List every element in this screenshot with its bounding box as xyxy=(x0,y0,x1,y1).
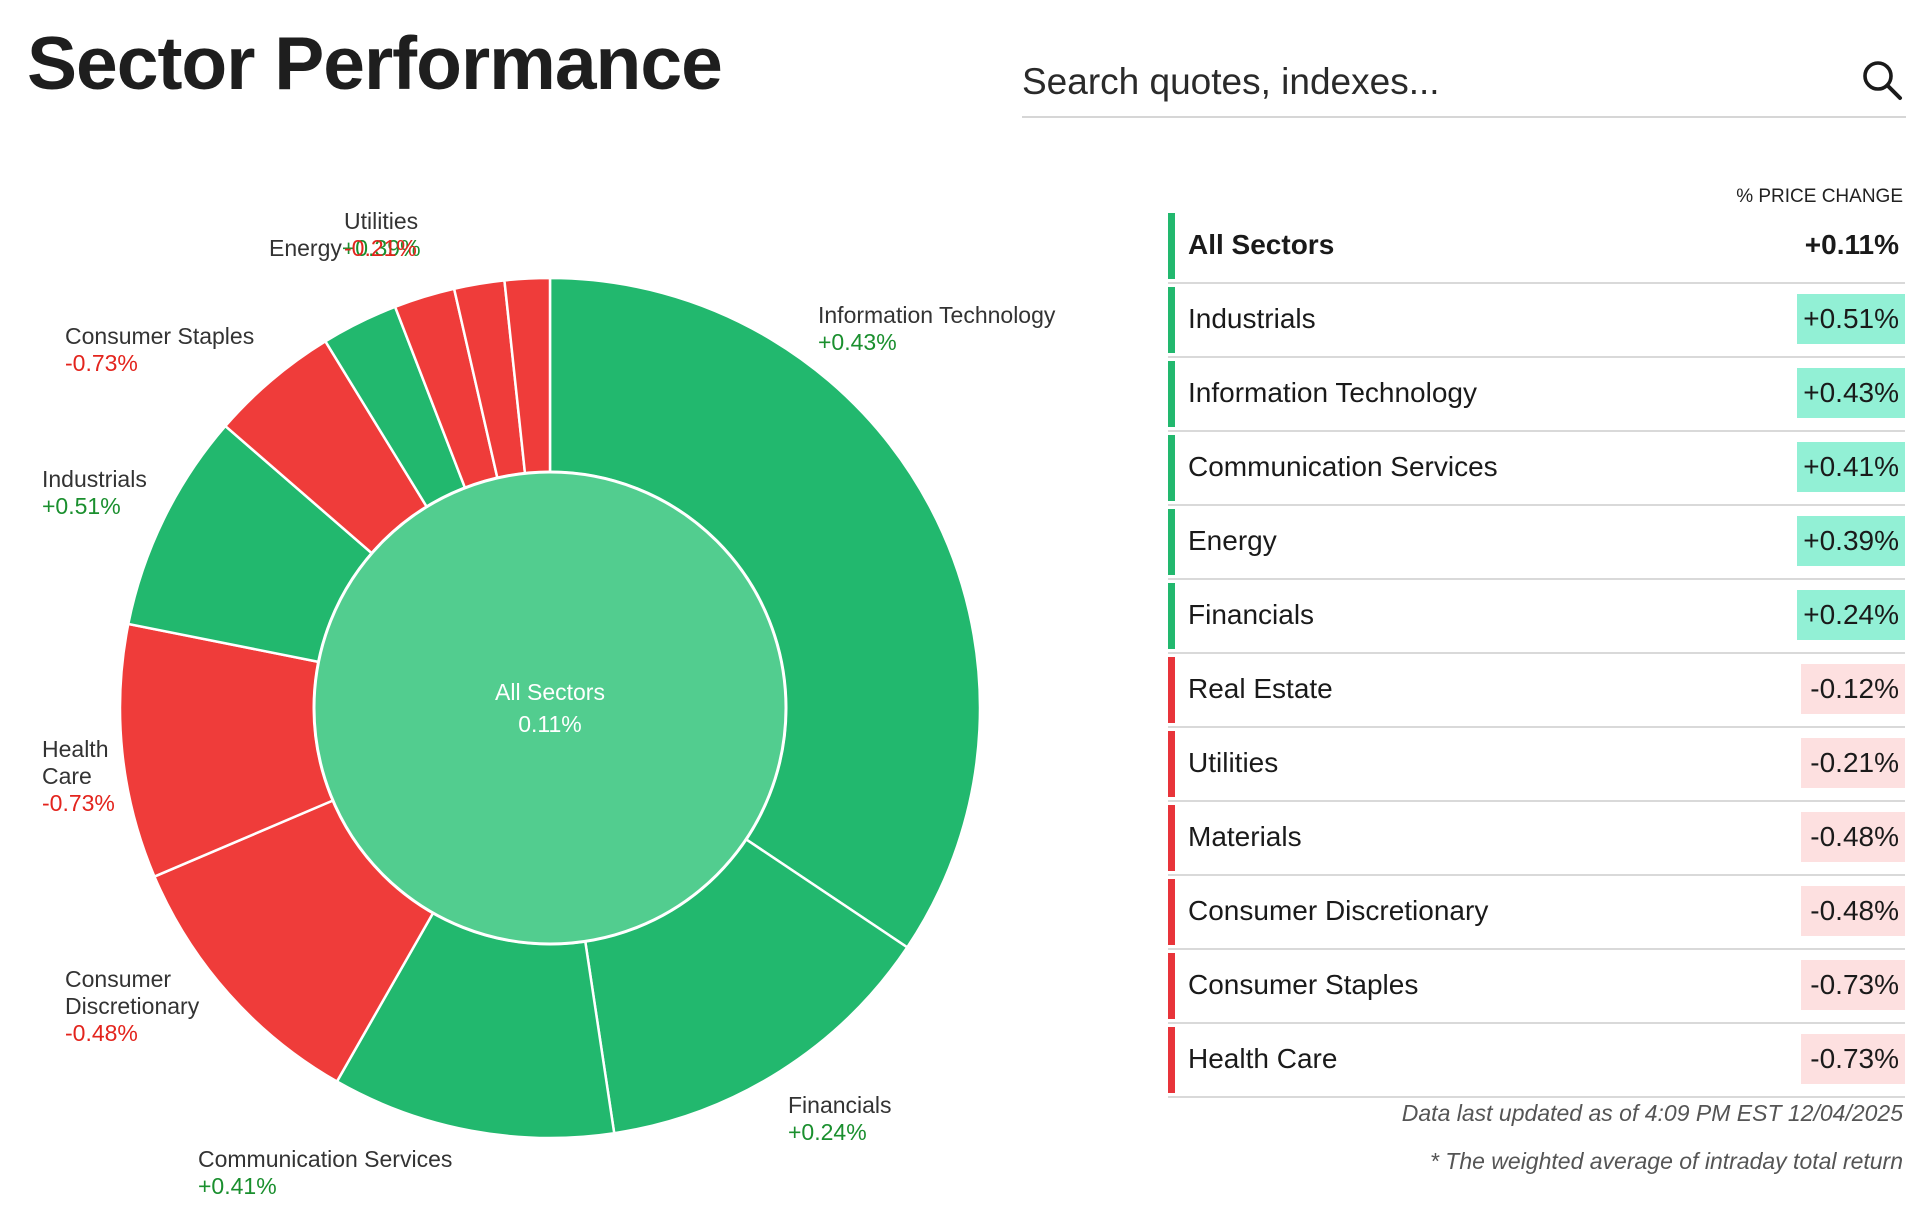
label-information-technology: Information Technology +0.43% xyxy=(818,302,1056,355)
row-indicator-bar xyxy=(1168,879,1175,945)
label-financials: Financials +0.24% xyxy=(788,1092,892,1145)
price-change-badge: +0.43% xyxy=(1797,368,1905,418)
label-change: +0.43% xyxy=(818,329,897,355)
price-change-badge: -0.48% xyxy=(1801,812,1905,862)
sector-name: Financials xyxy=(1188,599,1315,630)
last-updated-note: Data last updated as of 4:09 PM EST 12/0… xyxy=(1401,1100,1903,1126)
row-indicator-bar xyxy=(1168,213,1175,279)
label-name: Financials xyxy=(788,1092,892,1118)
price-change-badge: +0.11% xyxy=(1804,229,1899,260)
row-indicator-bar xyxy=(1168,509,1175,575)
sector-row-consumer-staples[interactable]: Consumer Staples -0.73% xyxy=(1168,950,1905,1024)
label-name: Industrials xyxy=(42,466,147,492)
label-change: +0.24% xyxy=(788,1119,867,1145)
label-name: Health xyxy=(42,736,108,762)
row-indicator-bar xyxy=(1168,731,1175,797)
page-title: Sector Performance xyxy=(27,21,723,105)
sector-row-consumer-discretionary[interactable]: Consumer Discretionary -0.48% xyxy=(1168,876,1905,950)
row-indicator-bar xyxy=(1168,805,1175,871)
sector-row-industrials[interactable]: Industrials +0.51% xyxy=(1168,284,1905,358)
row-indicator-bar xyxy=(1168,583,1175,649)
sector-name: Information Technology xyxy=(1188,377,1477,408)
sector-name: Consumer Staples xyxy=(1188,969,1419,1000)
sector-name: Energy xyxy=(1188,525,1277,556)
row-indicator-bar xyxy=(1168,361,1175,427)
label-name: Information Technology xyxy=(818,302,1056,328)
label-name: Discretionary xyxy=(65,993,200,1019)
sector-row-financials[interactable]: Financials +0.24% xyxy=(1168,580,1905,654)
sector-name: Health Care xyxy=(1188,1043,1338,1074)
label-change: +0.51% xyxy=(42,493,121,519)
price-change-badge: -0.48% xyxy=(1801,886,1905,936)
label-energy: Energy+0.39% xyxy=(269,235,421,261)
sector-name: Real Estate xyxy=(1188,673,1333,704)
label-change: -0.21% xyxy=(344,235,417,261)
label-change: -0.48% xyxy=(65,1020,138,1046)
sector-name: Industrials xyxy=(1188,303,1316,334)
price-change-badge: +0.39% xyxy=(1797,516,1905,566)
search-icon[interactable] xyxy=(1858,56,1906,104)
search-input[interactable] xyxy=(1022,52,1822,112)
sector-name: Utilities xyxy=(1188,747,1279,778)
price-change-badge: +0.24% xyxy=(1797,590,1905,640)
sector-donut-chart: All Sectors 0.11% Information Technology… xyxy=(42,208,1056,1199)
label-health-care: Health Care -0.73% xyxy=(42,736,115,816)
label-communication-services: Communication Services +0.41% xyxy=(198,1146,452,1199)
price-change-header: % PRICE CHANGE xyxy=(1736,186,1903,207)
price-change-badge: -0.73% xyxy=(1801,960,1905,1010)
label-name: Consumer xyxy=(65,966,171,992)
sector-row-energy[interactable]: Energy +0.39% xyxy=(1168,506,1905,580)
label-name: Energy xyxy=(269,235,342,261)
all-sectors-center[interactable] xyxy=(312,470,788,946)
sector-name: All Sectors xyxy=(1188,229,1335,260)
label-change: -0.73% xyxy=(42,790,115,816)
label-change: +0.41% xyxy=(198,1173,277,1199)
sector-name: Consumer Discretionary xyxy=(1188,895,1489,926)
all-sectors-row[interactable]: All Sectors +0.11% xyxy=(1168,210,1905,284)
row-indicator-bar xyxy=(1168,953,1175,1019)
sector-row-health-care[interactable]: Health Care -0.73% xyxy=(1168,1024,1905,1098)
sector-row-communication-services[interactable]: Communication Services +0.41% xyxy=(1168,432,1905,506)
price-change-badge: -0.73% xyxy=(1801,1034,1905,1084)
price-change-badge: -0.12% xyxy=(1801,664,1905,714)
label-consumer-discretionary: Consumer Discretionary -0.48% xyxy=(65,966,200,1046)
label-change: -0.73% xyxy=(65,350,138,376)
label-name: Utilities xyxy=(344,208,418,234)
sector-name: Communication Services xyxy=(1188,451,1498,482)
label-utilities: Utilities -0.21% xyxy=(344,208,418,261)
label-name: Consumer Staples xyxy=(65,323,254,349)
row-indicator-bar xyxy=(1168,435,1175,501)
price-change-badge: -0.21% xyxy=(1801,738,1905,788)
center-label: All Sectors xyxy=(495,679,605,705)
price-change-badge: +0.41% xyxy=(1797,442,1905,492)
row-indicator-bar xyxy=(1168,287,1175,353)
sector-row-materials[interactable]: Materials -0.48% xyxy=(1168,802,1905,876)
sector-name: Materials xyxy=(1188,821,1302,852)
sector-table: All Sectors +0.11% Industrials +0.51% Inform… xyxy=(1168,210,1905,1098)
label-name: Care xyxy=(42,763,92,789)
label-consumer-staples: Consumer Staples -0.73% xyxy=(65,323,254,376)
sector-row-utilities[interactable]: Utilities -0.21% xyxy=(1168,728,1905,802)
weighted-average-note: * The weighted average of intraday total… xyxy=(1429,1148,1903,1174)
row-indicator-bar xyxy=(1168,1027,1175,1093)
price-change-badge: +0.51% xyxy=(1797,294,1905,344)
sector-row-real-estate[interactable]: Real Estate -0.12% xyxy=(1168,654,1905,728)
label-name: Communication Services xyxy=(198,1146,452,1172)
sector-row-information-technology[interactable]: Information Technology +0.43% xyxy=(1168,358,1905,432)
center-value: 0.11% xyxy=(518,711,582,737)
search-bar xyxy=(1022,52,1906,118)
label-change: +0.39% xyxy=(342,235,421,261)
row-indicator-bar xyxy=(1168,657,1175,723)
label-industrials: Industrials +0.51% xyxy=(42,466,147,519)
